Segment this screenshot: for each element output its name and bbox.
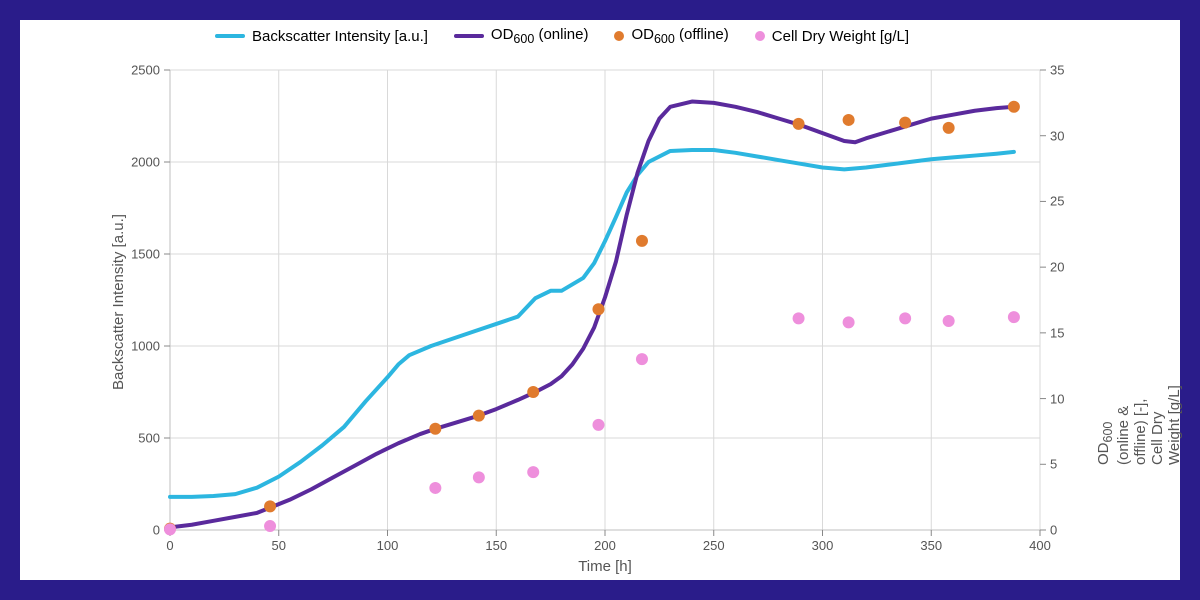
tick-label: 2000 — [131, 155, 160, 170]
tick-label: 50 — [272, 538, 286, 553]
tick-label: 15 — [1050, 325, 1064, 340]
tick-label: 5 — [1050, 457, 1057, 472]
tick-label: 300 — [812, 538, 834, 553]
tick-label: 2500 — [131, 63, 160, 78]
tick-label: 100 — [377, 538, 399, 553]
tick-label: 1000 — [131, 339, 160, 354]
legend-label-od-offline: OD600 (offline) — [631, 26, 728, 46]
y-axis-right-label: OD600 (online & offline) [-], Cell Dry W… — [1095, 380, 1183, 465]
tick-label: 200 — [594, 538, 616, 553]
chart-svg — [20, 20, 1180, 580]
legend: Backscatter Intensity [a.u.] OD600 (onli… — [215, 26, 909, 46]
tick-label: 35 — [1050, 63, 1064, 78]
tick-label: 10 — [1050, 391, 1064, 406]
outer-frame: Backscatter Intensity [a.u.] OD600 (onli… — [0, 0, 1200, 600]
tick-label: 500 — [138, 431, 160, 446]
legend-backscatter: Backscatter Intensity [a.u.] — [215, 28, 428, 45]
swatch-od-online — [454, 34, 484, 38]
tick-label: 0 — [1050, 523, 1057, 538]
tick-label: 350 — [920, 538, 942, 553]
tick-label: 0 — [166, 538, 173, 553]
tick-label: 250 — [703, 538, 725, 553]
legend-label-backscatter: Backscatter Intensity [a.u.] — [252, 28, 428, 45]
swatch-cdw — [755, 31, 765, 41]
x-axis-label: Time [h] — [578, 558, 632, 575]
plot-canvas: Backscatter Intensity [a.u.] OD600 (onli… — [20, 20, 1180, 580]
legend-label-cdw: Cell Dry Weight [g/L] — [772, 28, 909, 45]
legend-od-offline: OD600 (offline) — [614, 26, 728, 46]
tick-label: 150 — [485, 538, 507, 553]
tick-label: 20 — [1050, 260, 1064, 275]
legend-label-od-online: OD600 (online) — [491, 26, 589, 46]
y-axis-left-label: Backscatter Intensity [a.u.] — [110, 214, 127, 390]
tick-label: 0 — [153, 523, 160, 538]
swatch-od-offline — [614, 31, 624, 41]
tick-label: 400 — [1029, 538, 1051, 553]
tick-label: 25 — [1050, 194, 1064, 209]
tick-label: 30 — [1050, 128, 1064, 143]
legend-cdw: Cell Dry Weight [g/L] — [755, 28, 909, 45]
swatch-backscatter — [215, 34, 245, 38]
legend-od-online: OD600 (online) — [454, 26, 589, 46]
tick-label: 1500 — [131, 247, 160, 262]
